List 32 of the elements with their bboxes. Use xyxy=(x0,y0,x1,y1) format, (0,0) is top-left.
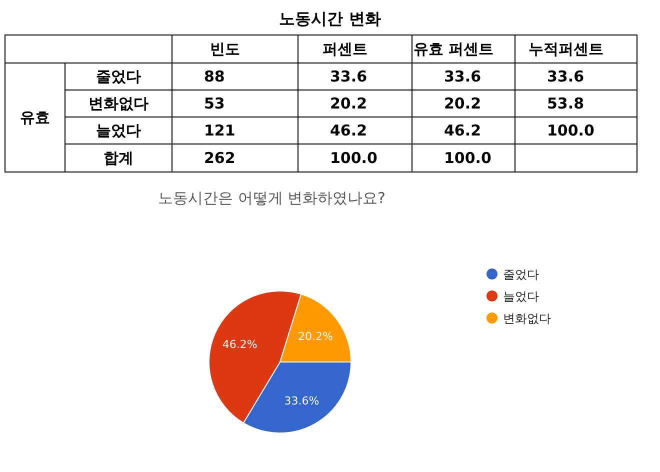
category-label: 늘었다 xyxy=(96,122,141,140)
text: 100.0 xyxy=(444,149,492,167)
data-label: 33.6% xyxy=(284,394,320,408)
text: 46.2 xyxy=(330,122,368,140)
category-label: 변화없다 xyxy=(88,94,148,112)
text: 88 xyxy=(204,68,225,86)
text: 20.2 xyxy=(444,94,482,112)
text: 53.8 xyxy=(547,94,584,112)
text: 121 xyxy=(204,122,236,140)
text: 53 xyxy=(204,94,225,112)
category-label: 퍼센트 xyxy=(322,40,368,58)
text: 100.0 xyxy=(547,122,594,140)
text: 20.2 xyxy=(330,94,368,112)
data-label: 20.2% xyxy=(298,330,333,343)
text: 33.6 xyxy=(330,68,368,86)
data-label: 46.2% xyxy=(222,338,258,352)
text: 33.6 xyxy=(547,68,584,86)
text: 33.6 xyxy=(444,68,482,86)
category-label: 누적퍼센트 xyxy=(528,40,604,58)
text: 46.2 xyxy=(444,122,482,140)
text: 262 xyxy=(204,149,236,167)
category-label: 빈도 xyxy=(210,40,240,58)
text: 100.0 xyxy=(330,149,378,167)
text: 노동시간 변화 xyxy=(279,9,381,28)
legend-label: 줄었다 xyxy=(503,268,539,282)
legend-label: 늘었다 xyxy=(503,290,539,304)
category-label: 줄었다 xyxy=(96,68,141,86)
chart-title: 노동시간은 어떻게 변화하였나요? xyxy=(158,189,386,207)
text: 유효 xyxy=(20,108,50,126)
category-label: 합계 xyxy=(104,149,134,167)
category-label: 유효 퍼센트 xyxy=(413,40,494,58)
legend-label: 변화없다 xyxy=(503,312,551,326)
